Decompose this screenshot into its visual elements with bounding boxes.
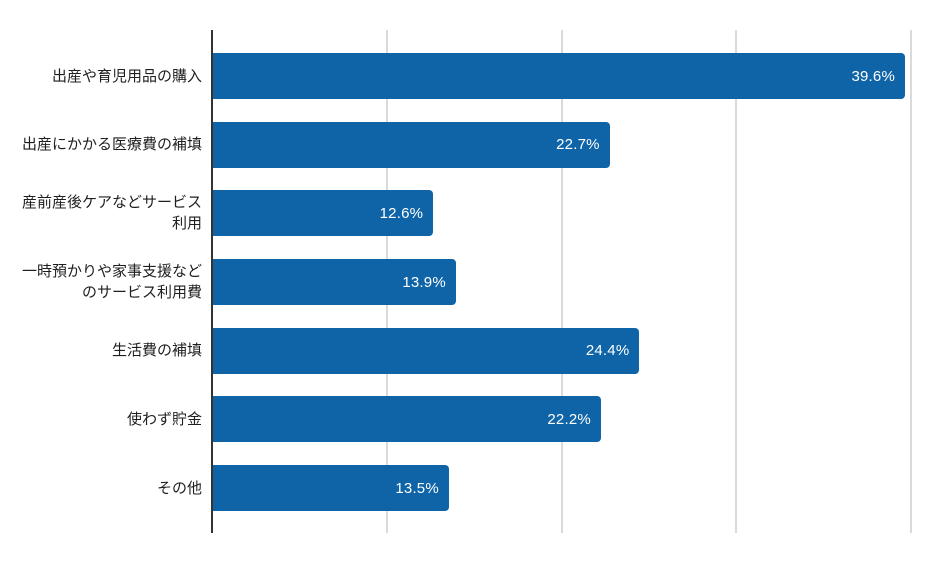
bar: 13.5%	[213, 465, 449, 511]
value-label: 13.9%	[402, 273, 446, 291]
bar: 39.6%	[213, 53, 905, 99]
bar: 13.9%	[213, 259, 456, 305]
bar: 24.4%	[213, 327, 640, 374]
value-label: 24.4%	[585, 342, 630, 360]
gridline	[735, 30, 738, 533]
category-label: 出産にかかる医療費の補填	[21, 136, 202, 154]
category-label: 出産や育児用品の購入	[51, 67, 202, 85]
category-label: 一時預かりや家事支援など のサービス利用費	[21, 263, 202, 301]
gridline	[910, 30, 912, 533]
value-label: 22.7%	[556, 136, 600, 154]
bar: 12.6%	[213, 190, 434, 237]
bar: 22.7%	[213, 121, 610, 168]
category-label: その他	[156, 479, 202, 497]
bar: 22.2%	[213, 396, 601, 443]
category-label: 生活費の補填	[111, 342, 202, 360]
value-label: 13.5%	[395, 479, 439, 497]
category-label: 使わず貯金	[126, 410, 202, 428]
value-label: 39.6%	[851, 67, 895, 85]
value-label: 22.2%	[547, 410, 591, 428]
value-label: 12.6%	[379, 204, 424, 222]
gridline	[560, 30, 563, 533]
y-axis-line	[211, 30, 213, 533]
category-label: 産前産後ケアなどサービス 利用	[21, 194, 202, 233]
